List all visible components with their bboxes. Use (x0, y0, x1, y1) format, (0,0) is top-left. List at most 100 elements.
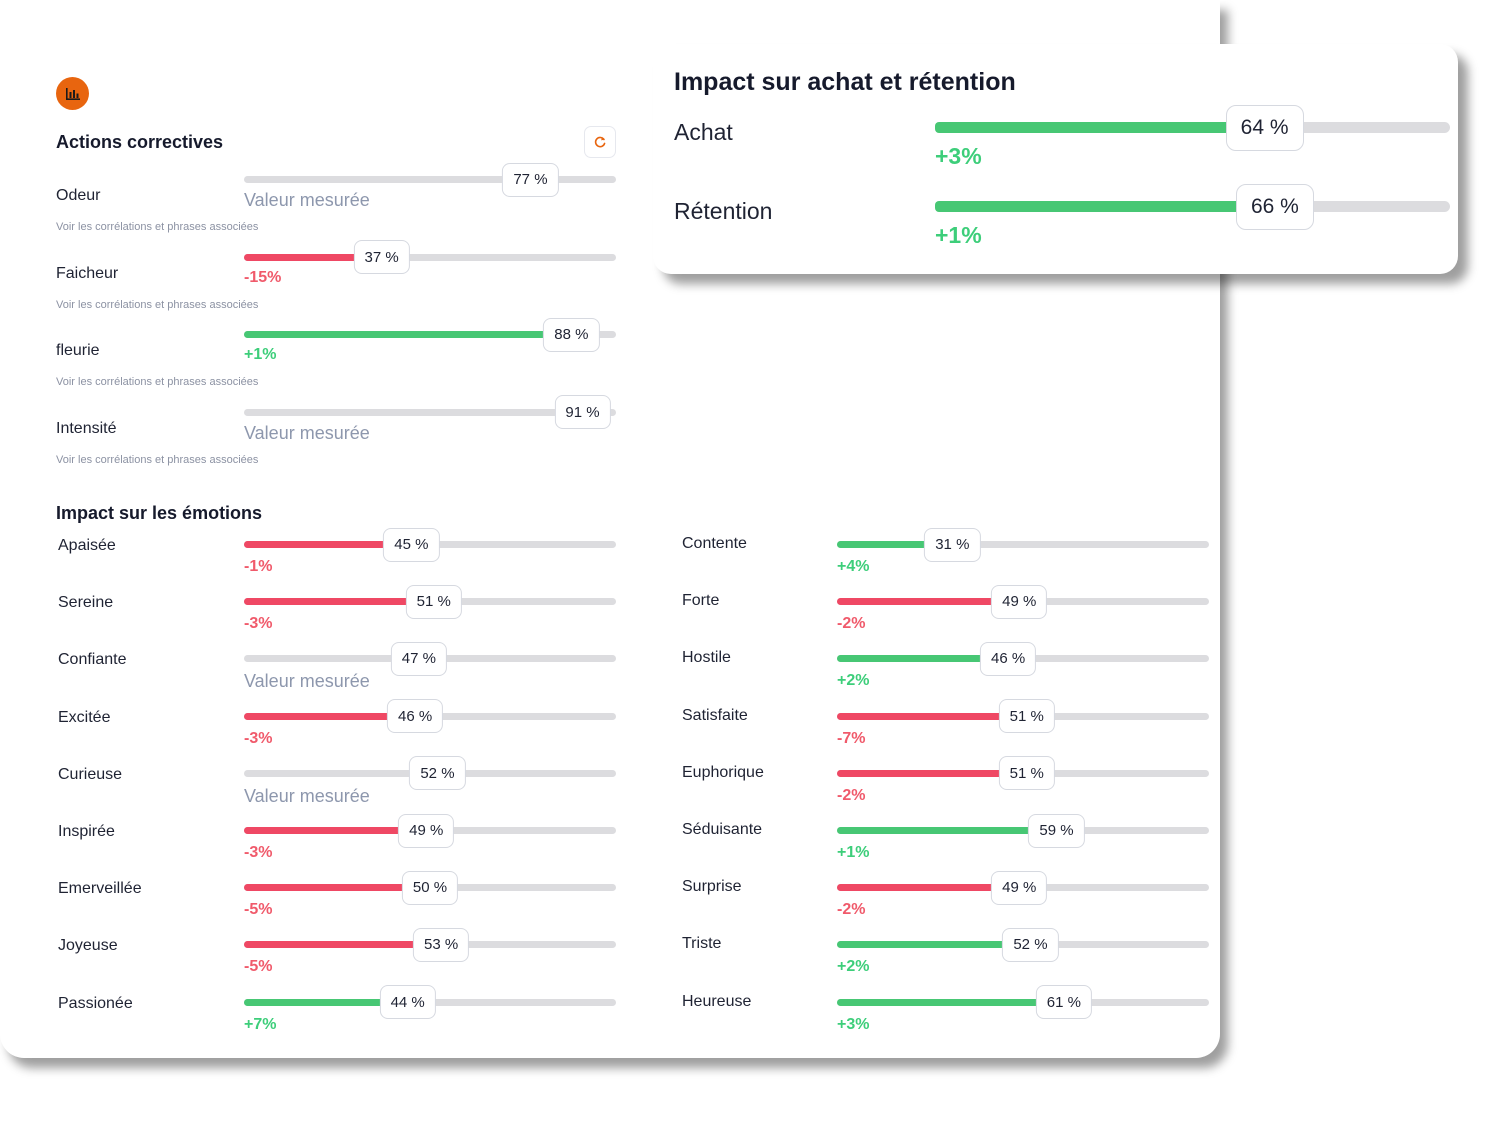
refresh-button[interactable] (584, 126, 616, 158)
bar-fill-seduisante (837, 827, 1057, 834)
bar-fill-emerveillee (244, 884, 430, 892)
refresh-icon (594, 136, 606, 148)
bar-fill-heureuse (837, 998, 1064, 1006)
value-badge-forte: 49 % (991, 584, 1048, 619)
delta-achat: +3% (935, 143, 982, 169)
delta-satisfaite: -7% (837, 729, 866, 747)
value-badge-seduisante: 59 % (1028, 813, 1085, 848)
label-curieuse: Curieuse (58, 765, 123, 783)
bar-track-fleurie: 88 % (244, 317, 616, 352)
bar-fill-achat (935, 122, 1265, 133)
measured-label-odeur: Valeur mesurée (244, 190, 370, 210)
bar-fill-fleurie (244, 331, 572, 338)
bar-fill-excitee (244, 712, 416, 720)
value-badge-passionee: 44 % (379, 985, 436, 1020)
bar-track-triste: 52 % (837, 927, 1209, 962)
bar-track-forte: 49 % (837, 584, 1209, 619)
correlations-link-intensite[interactable]: Voir les corrélations et phrases associé… (56, 453, 259, 466)
label-triste: Triste (682, 935, 722, 953)
label-hostile: Hostile (682, 649, 731, 667)
delta-passionee: +7% (244, 1015, 277, 1033)
delta-forte: -2% (837, 615, 866, 633)
bar-fill-euphorique (837, 769, 1027, 777)
delta-sereine: -3% (244, 615, 273, 633)
label-passionee: Passionée (58, 994, 133, 1012)
label-heureuse: Heureuse (682, 992, 752, 1010)
value-badge-triste: 52 % (1002, 927, 1059, 962)
delta-contente: +4% (837, 558, 870, 575)
label-surprise: Surprise (682, 878, 742, 896)
delta-surprise: -2% (837, 901, 866, 919)
delta-faicheur: -15% (244, 268, 282, 286)
bar-fill-inspiree (244, 827, 427, 834)
value-badge-hostile: 46 % (980, 641, 1037, 676)
bar-track-faicheur: 37 % (244, 240, 616, 274)
measured-label-intensite: Valeur mesurée (244, 422, 370, 443)
value-badge-contente: 31 % (924, 527, 981, 562)
label-confiante: Confiante (58, 651, 127, 669)
emotions-title: Impact sur les émotions (56, 503, 263, 523)
purchase-retention-title: Impact sur achat et rétention (674, 68, 1016, 96)
label-achat: Achat (674, 119, 733, 145)
bar-track-surprise: 49 % (837, 870, 1209, 905)
value-badge-emerveillee: 50 % (401, 870, 459, 905)
bar-fill-faicheur (244, 253, 382, 261)
correlations-link-fleurie[interactable]: Voir les corrélations et phrases associé… (56, 376, 259, 388)
label-fleurie: fleurie (56, 342, 100, 359)
label-forte: Forte (682, 592, 720, 610)
measured-label-curieuse: Valeur mesurée (244, 785, 370, 806)
label-faicheur: Faicheur (56, 264, 119, 282)
correlations-link-odeur[interactable]: Voir les corrélations et phrases associé… (56, 221, 259, 233)
bar-fill-apaisee (244, 541, 412, 548)
value-badge-curieuse: 52 % (409, 756, 466, 791)
bar-track-heureuse: 61 % (837, 985, 1209, 1020)
label-sereine: Sereine (58, 594, 114, 612)
bar-fill-passionee (244, 998, 408, 1006)
bar-fill-surprise (837, 884, 1020, 892)
delta-excitee: -3% (244, 729, 273, 747)
bar-fill-hostile (837, 655, 1009, 663)
bar-track-euphorique: 51 % (837, 756, 1209, 791)
value-badge-heureuse: 61 % (1035, 985, 1093, 1020)
bar-track-curieuse: 52 % (244, 756, 616, 791)
value-badge-achat: 64 % (1225, 104, 1304, 151)
bar-fill-satisfaite (837, 712, 1027, 720)
value-badge-confiante: 47 % (390, 641, 447, 676)
bar-track-achat: 64 % (935, 104, 1450, 151)
label-retention: Rétention (674, 198, 773, 224)
value-badge-faicheur: 37 % (353, 240, 410, 274)
correlations-link-faicheur[interactable]: Voir les corrélations et phrases associé… (56, 298, 259, 311)
value-badge-fleurie: 88 % (543, 317, 600, 352)
delta-fleurie: +1% (244, 346, 277, 363)
bar-track-retention: 66 % (935, 183, 1450, 230)
label-euphorique: Euphorique (682, 763, 764, 781)
bar-track-inspiree: 49 % (244, 813, 616, 848)
delta-euphorique: -2% (837, 786, 866, 804)
bar-track-joyeuse: 53 % (244, 927, 616, 962)
bar-fill-triste (837, 941, 1031, 949)
bar-track-contente: 31 % (837, 527, 1209, 562)
bar-fill-joyeuse (244, 941, 442, 949)
bar-fill-forte (837, 598, 1020, 606)
bar-track-satisfaite: 51 % (837, 699, 1209, 734)
value-badge-excitee: 46 % (387, 699, 444, 734)
bar-track-excitee: 46 % (244, 699, 616, 734)
label-inspiree: Inspirée (58, 823, 115, 840)
delta-retention: +1% (935, 222, 982, 248)
delta-heureuse: +3% (837, 1015, 870, 1033)
label-satisfaite: Satisfaite (682, 706, 748, 724)
bar-fill-sereine (244, 598, 434, 606)
value-badge-satisfaite: 51 % (998, 699, 1055, 734)
delta-joyeuse: -5% (244, 958, 273, 976)
bar-chart-icon (56, 77, 89, 110)
label-odeur: Odeur (56, 187, 101, 204)
delta-seduisante: +1% (837, 844, 870, 861)
delta-hostile: +2% (837, 672, 870, 690)
bar-track-intensite: 91 % (244, 395, 616, 429)
bar-track-seduisante: 59 % (837, 813, 1209, 848)
bar-track-apaisee: 45 % (244, 527, 616, 562)
bar-fill-retention (935, 201, 1275, 212)
value-badge-joyeuse: 53 % (413, 927, 470, 962)
label-apaisee: Apaisée (58, 537, 116, 554)
value-badge-sereine: 51 % (405, 584, 462, 619)
